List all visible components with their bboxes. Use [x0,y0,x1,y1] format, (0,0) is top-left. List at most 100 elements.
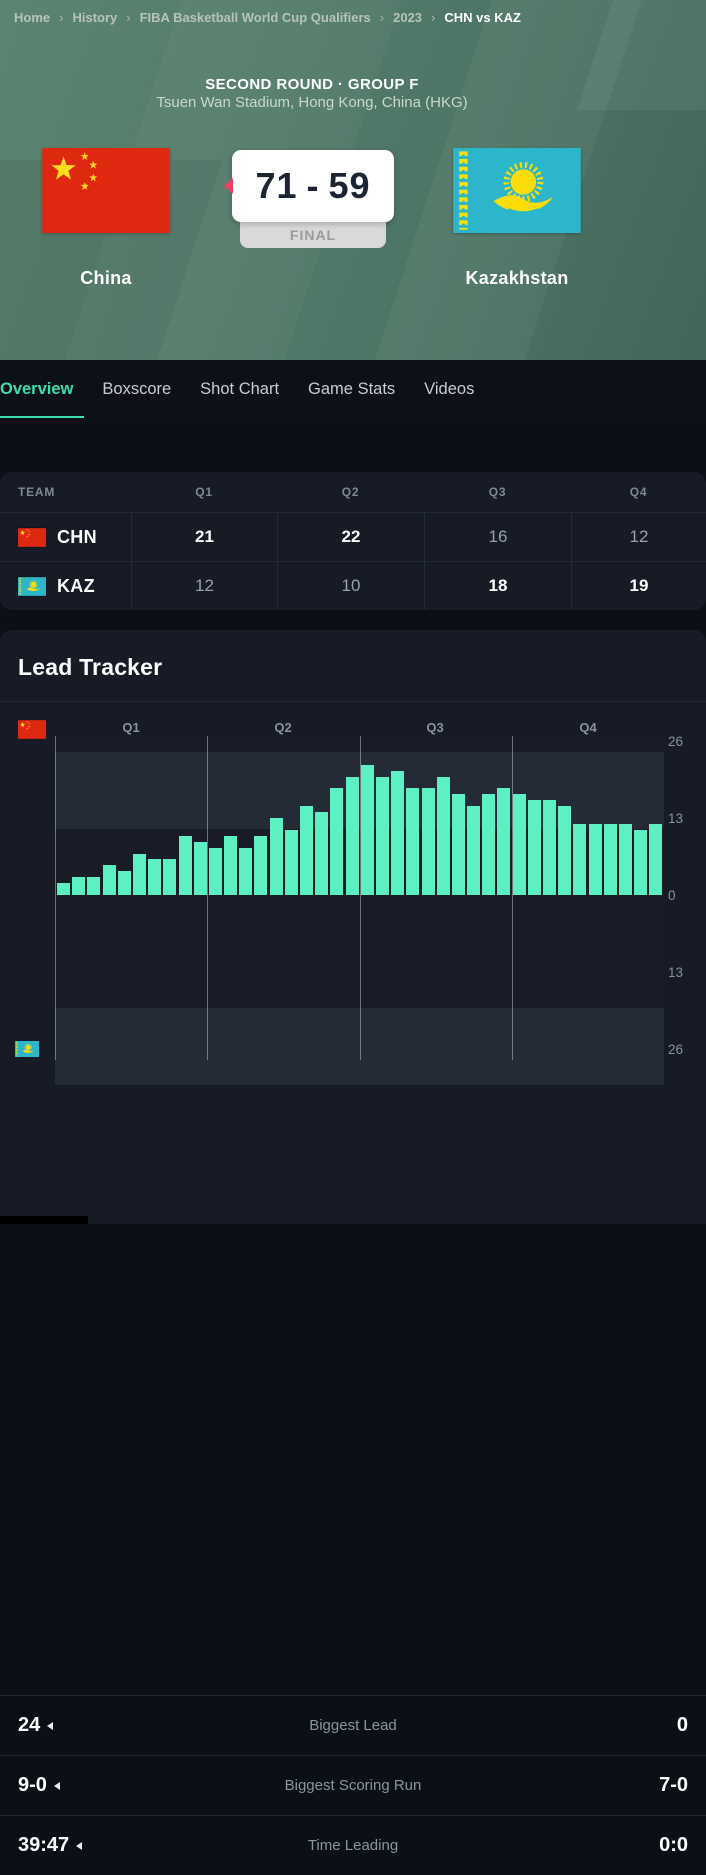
lead-bar [224,836,238,895]
lead-bar [451,794,465,895]
lead-bar [117,871,131,895]
home-team-name[interactable]: China [80,268,132,288]
lead-bar [284,830,298,895]
lead-bar [163,859,177,895]
column-header-q3: Q3 [488,485,507,499]
divider [0,701,706,702]
quarter-label-q3: Q3 [426,720,444,735]
lead-bar [573,824,587,895]
lead-bar [330,788,344,895]
score-separator: - [306,165,320,206]
chart-band [55,1008,664,1085]
final-score: 71 - 59 [224,150,394,222]
away-score: 59 [328,165,371,206]
team-code: KAZ [57,575,95,596]
lead-bar [391,771,405,895]
tab-overview[interactable]: Overview [0,360,85,418]
breadcrumb-separator: › [126,9,131,25]
column-header-q1: Q1 [195,485,213,499]
lead-bar [512,794,526,895]
home-stat-value: 9-0 [18,1774,47,1796]
kaz-q3-score: 18 [424,562,571,610]
leader-arrow-icon [47,1721,54,1730]
breadcrumb-home[interactable]: Home [14,9,51,25]
lead-bars [57,738,664,895]
quarter-label-q2: Q2 [274,720,292,735]
comparison-stats: 24 Biggest Lead 0 9-0 Biggest Scoring Ru… [0,1695,706,1875]
china-flag [18,528,46,547]
away-stat-value: 0:0 [659,1834,688,1856]
stat-row-time-leading: 39:47 Time Leading 0:0 [0,1815,706,1875]
table-header-row: TEAM Q1 Q2 Q3 Q4 [0,472,706,512]
kazakhstan-flag [18,576,46,596]
chn-q1-score: 21 [131,513,277,561]
stat-row-biggest-lead: 24 Biggest Lead 0 [0,1695,706,1755]
home-stat-value: 39:47 [18,1834,70,1856]
stat-row-biggest-scoring-run: 9-0 Biggest Scoring Run 7-0 [0,1755,706,1815]
stat-label: Biggest Lead [309,1717,397,1734]
kazakhstan-flag [15,1041,39,1057]
winner-indicator-icon [224,178,233,194]
round-group-label: SECOND ROUND · GROUP F [205,76,419,93]
chn-q4-score: 12 [571,513,706,561]
breadcrumb-separator: › [59,9,64,25]
tab-boxscore[interactable]: Boxscore [102,379,172,398]
lead-bar [102,865,116,895]
breadcrumb-year[interactable]: 2023 [393,9,423,25]
lead-bar [57,883,70,895]
lead-bar [482,794,496,895]
lead-tracker-title: Lead Tracker [18,654,163,680]
lead-bar [467,806,481,895]
y-tick-26-bottom: 26 [668,1042,684,1057]
lead-bar [603,824,617,895]
chn-q2-score: 22 [277,513,424,561]
lead-bar [421,788,435,895]
table-row-kaz: KAZ 12 10 18 19 [0,561,706,610]
table-row-chn: CHN 21 22 16 12 [0,512,706,561]
kazakhstan-flag [453,148,581,233]
home-stat-value: 24 [18,1714,41,1736]
venue-label: Tsuen Wan Stadium, Hong Kong, China (HKG… [156,94,468,111]
lead-bar [436,777,450,895]
tab-videos[interactable]: Videos [424,379,475,398]
y-tick-26-top: 26 [668,734,684,749]
lead-bar [634,830,648,895]
breadcrumb-separator: › [431,9,436,25]
chn-q3-score: 16 [424,513,571,561]
y-tick-0: 0 [668,888,676,903]
lead-bar [269,818,283,895]
score-box: 71 - 59 FINAL [224,150,394,248]
lead-bar [300,806,313,895]
breadcrumb-separator: › [379,9,385,25]
breadcrumb-competition[interactable]: FIBA Basketball World Cup Qualifiers [139,9,371,25]
kaz-q2-score: 10 [277,562,424,610]
lead-bar [148,859,162,895]
tab-game-stats[interactable]: Game Stats [308,379,396,398]
lead-bar [239,848,253,895]
lead-tracker-card: Lead Tracker Q1 Q2 Q3 Q4 26 13 0 13 26 [0,630,706,1856]
lead-bar [588,824,602,895]
china-flag [42,148,170,233]
lead-bar [360,765,374,895]
lead-bar [193,842,207,895]
team-code: CHN [57,526,97,547]
lead-bar [315,812,329,895]
chart-plot-area [55,738,664,1085]
column-header-q2: Q2 [341,485,360,499]
lead-bar [527,800,541,895]
match-tabs: Overview Boxscore Shot Chart Game Stats … [0,360,706,418]
quarter-label-q1: Q1 [122,720,140,735]
quarter-label-q4: Q4 [579,720,597,735]
tab-shot-chart[interactable]: Shot Chart [200,379,280,398]
lead-bar [558,806,572,895]
away-stat-value: 0 [676,1714,688,1736]
lead-bar [208,848,222,895]
china-flag [18,720,46,739]
away-team-name[interactable]: Kazakhstan [465,268,569,288]
quarter-scores-table: TEAM Q1 Q2 Q3 Q4 CHN 21 22 16 12 KAZ 12 … [0,472,706,610]
stat-label: Biggest Scoring Run [284,1777,422,1794]
away-stat-value: 7-0 [659,1774,688,1796]
breadcrumb-history[interactable]: History [72,9,118,25]
lead-bar [406,788,420,895]
